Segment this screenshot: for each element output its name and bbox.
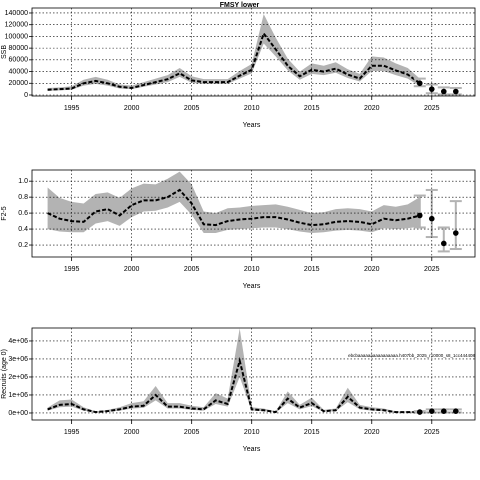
y-tick-label: 2e+06: [8, 374, 28, 381]
projection-point: [440, 88, 447, 95]
confidence-band: [47, 328, 420, 413]
y-tick-label: 0.8: [18, 194, 28, 201]
y-axis-label: F2-5: [1, 206, 8, 221]
x-tick-label: 2000: [124, 266, 140, 273]
y-axis-label: SSB: [1, 45, 8, 59]
x-axis-label: Years: [243, 446, 261, 453]
x-tick-label: 2020: [364, 429, 380, 436]
y-tick-label: 80000: [9, 45, 29, 52]
confidence-band: [47, 171, 420, 234]
projection-point: [452, 230, 459, 236]
y-tick-label: 0.2: [18, 242, 28, 249]
y-tick-label: 1.0: [18, 178, 28, 185]
y-tick-label: 0: [24, 92, 28, 99]
y-tick-label: 140000: [5, 10, 28, 17]
x-tick-label: 2005: [184, 105, 200, 112]
x-tick-label: 2010: [244, 105, 260, 112]
x-tick-label: 2010: [244, 266, 260, 273]
y-tick-label: 1e+06: [8, 392, 28, 399]
x-tick-label: 2020: [364, 105, 380, 112]
median-line: [47, 31, 421, 91]
y-axis-label: Recruits (age 0): [1, 349, 8, 399]
x-tick-label: 2010: [244, 429, 260, 436]
x-tick-label: 1995: [64, 429, 80, 436]
median-line: [47, 356, 420, 414]
projection-point: [428, 408, 435, 414]
x-axis-label: Years: [243, 283, 261, 290]
x-tick-label: 2015: [304, 429, 320, 436]
y-tick-label: 40000: [9, 68, 29, 75]
y-tick-label: 60000: [9, 57, 29, 64]
plot-frame: [31, 327, 476, 421]
projection-point: [416, 212, 423, 219]
y-tick-label: 0.4: [18, 226, 28, 233]
projection-point: [452, 88, 459, 95]
y-tick-label: 3e+06: [8, 356, 28, 363]
x-axis-label: Years: [243, 122, 261, 129]
x-tick-label: 2005: [184, 266, 200, 273]
y-tick-label: 100000: [5, 33, 28, 40]
projection-point: [416, 80, 423, 87]
x-tick-label: 2005: [184, 429, 200, 436]
y-tick-label: 120000: [5, 22, 28, 29]
projection-point: [416, 409, 423, 415]
projection-point: [452, 408, 459, 414]
x-tick-label: 2025: [424, 429, 440, 436]
y-tick-label: 0.6: [18, 210, 28, 217]
x-tick-label: 2000: [124, 429, 140, 436]
y-tick-label: 4e+06: [8, 338, 28, 345]
x-tick-label: 1995: [64, 105, 80, 112]
y-tick-label: 0e+00: [8, 410, 28, 417]
annotation: ebcbaaaaaaaaaaaaaaaa.h407bb_2025_r10000_…: [348, 353, 475, 358]
x-tick-label: 2025: [424, 266, 440, 273]
chart-title: FMSY lower: [220, 2, 260, 9]
plot-frame: [31, 7, 476, 97]
median-line: [47, 188, 421, 227]
projection-point: [440, 408, 447, 414]
projection-point: [428, 215, 435, 222]
x-tick-label: 1995: [64, 266, 80, 273]
x-tick-label: 2015: [304, 105, 320, 112]
y-tick-label: 20000: [9, 80, 29, 87]
plot-frame: [31, 169, 476, 258]
x-tick-label: 2015: [304, 266, 320, 273]
projection-point: [440, 240, 447, 247]
x-tick-label: 2025: [424, 105, 440, 112]
x-tick-label: 2020: [364, 266, 380, 273]
x-tick-label: 2000: [124, 105, 140, 112]
